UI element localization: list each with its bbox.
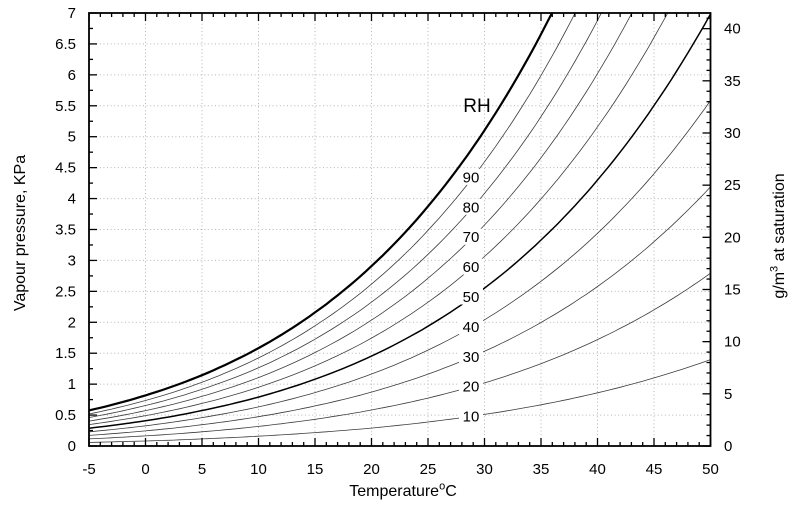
x-axis-title-tail: C (445, 483, 457, 500)
y-left-tick-label: 3 (68, 252, 76, 269)
rh-curve-labels: 10 20 30 40 50 60 70 80 90 RH (459, 96, 491, 426)
x-tick-label: 0 (141, 461, 149, 478)
x-tick-label: 20 (363, 461, 380, 478)
y-left-tick-label: 3.5 (55, 222, 76, 239)
rh-curve-label-backing (459, 168, 483, 185)
rh-curves (89, 13, 711, 443)
rh-curve-label-20: 20 (463, 379, 480, 396)
x-tick-label: -5 (82, 461, 95, 478)
rh-curve-label-backing (459, 318, 483, 335)
x-tick-label: 15 (307, 461, 324, 478)
rh-curve-10 (89, 359, 711, 443)
rh-curve-100 (89, 13, 554, 412)
y-axis-title-right-main: g/m (771, 271, 788, 299)
x-tick-label: 50 (702, 461, 719, 478)
y-left-tick-label: 2 (68, 314, 76, 331)
x-tick-label: 40 (589, 461, 606, 478)
tick-labels: -5 0 5 10 15 20 25 30 35 40 45 5000.511.522.533.544… (55, 5, 741, 478)
rh-curve-label-40: 40 (463, 319, 480, 336)
y-left-tick-label: 0 (68, 438, 76, 455)
plot-frame (88, 12, 712, 447)
y-left-tick-label: 1 (68, 376, 76, 393)
y-right-tick-label: 10 (724, 334, 741, 351)
rh-curve-label-10: 10 (463, 409, 480, 426)
rh-curve-label-30: 30 (463, 349, 480, 366)
rh-curve-label-backing (459, 408, 483, 425)
rh-curve-20 (89, 272, 711, 440)
rh-curve-70 (89, 13, 633, 422)
rh-curve-30 (89, 186, 711, 436)
y-axis-title-right-tail: at saturation (771, 173, 788, 266)
y-right-tick-label: 25 (724, 177, 741, 194)
y-left-tick-label: 4.5 (55, 160, 76, 177)
rh-curve-60 (89, 13, 669, 425)
rh-curve-40 (89, 100, 711, 433)
axis-ticks (88, 12, 712, 447)
x-tick-label: 25 (420, 461, 437, 478)
x-tick-label: 30 (476, 461, 493, 478)
y-left-tick-label: 6 (68, 67, 76, 84)
rh-curve-label-backing (459, 288, 483, 305)
y-left-tick-label: 0.5 (55, 407, 76, 424)
y-left-tick-label: 1.5 (55, 345, 76, 362)
y-right-tick-label: 20 (724, 229, 741, 246)
gridlines (89, 13, 711, 446)
y-axis-title-left: Vapour pressure, KPa (12, 155, 30, 311)
rh-curve-label-backing (459, 228, 483, 245)
y-axis-title-right: g/m3 at saturation (768, 173, 789, 299)
y-axis-title-left-text: Vapour pressure, KPa (12, 154, 29, 312)
rh-curve-label-backing (459, 348, 483, 365)
x-tick-label: 35 (533, 461, 550, 478)
rh-curve-label-60: 60 (463, 259, 480, 276)
plot-border (88, 12, 712, 447)
y-left-tick-label: 5 (68, 129, 76, 146)
rh-curve-80 (89, 13, 602, 418)
rh-curve-label-backing (459, 198, 483, 215)
y-left-tick-label: 5.5 (55, 98, 76, 115)
y-left-tick-label: 2.5 (55, 283, 76, 300)
x-axis-title: TemperatureoC (349, 480, 457, 501)
y-right-tick-label: 0 (724, 438, 732, 455)
rh-curve-90 (89, 13, 576, 415)
y-left-tick-label: 6.5 (55, 36, 76, 53)
x-tick-label: 10 (250, 461, 267, 478)
y-axis-title-right-sup: 3 (768, 265, 781, 272)
rh-curve-label-80: 80 (463, 199, 480, 216)
y-right-tick-label: 40 (724, 21, 741, 38)
x-tick-label: 5 (198, 461, 206, 478)
rh-curve-label-backing (459, 378, 483, 395)
rh-curve-label-70: 70 (463, 229, 480, 246)
y-right-tick-label: 5 (724, 386, 732, 403)
x-axis-title-sup: o (439, 480, 446, 493)
x-axis-title-main: Temperature (349, 483, 440, 500)
rh-curve-label-50: 50 (463, 289, 480, 306)
y-right-tick-label: 15 (724, 281, 741, 298)
y-left-tick-label: 7 (68, 5, 76, 22)
x-tick-label: 45 (646, 461, 663, 478)
y-right-tick-label: 30 (724, 125, 741, 142)
rh-curve-label-90: 90 (463, 169, 480, 186)
rh-curve-label-backing (459, 258, 483, 275)
rh-curve-50 (89, 13, 711, 429)
y-right-tick-label: 35 (724, 73, 741, 90)
rh-group-label: RH (463, 96, 490, 117)
y-left-tick-label: 4 (68, 191, 76, 208)
